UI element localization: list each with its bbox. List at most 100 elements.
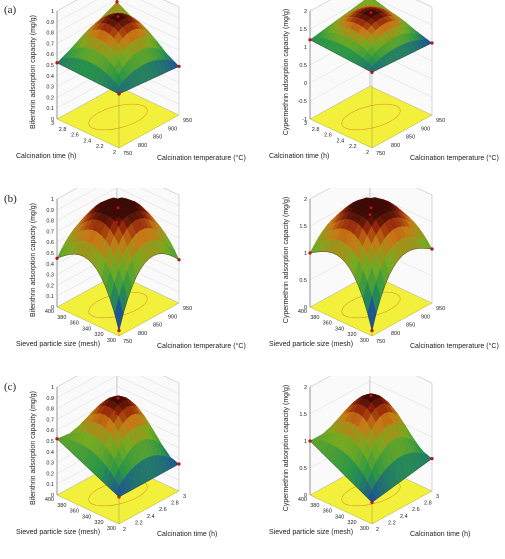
y-tick-label: 340 (82, 514, 91, 520)
z-tick-label: 2 (304, 385, 307, 391)
y-tick-label: 400 (298, 497, 307, 503)
x-tick-label: 2.4 (400, 514, 408, 520)
z-tick-label: 0.5 (299, 278, 307, 284)
x-tick-label: 800 (138, 143, 147, 149)
x-axis-label: Calcination temperature (°C) (157, 342, 246, 350)
z-tick-label: 0.7 (46, 417, 54, 423)
z-tick-label: 1 (51, 9, 54, 15)
y-tick-label: 380 (310, 315, 319, 321)
y-tick-label: 320 (347, 520, 356, 526)
design-point (177, 258, 181, 262)
z-tick-label: 0.5 (46, 251, 54, 257)
z-tick-label: 0.4 (46, 74, 54, 80)
z-tick-label: 1.5 (299, 412, 307, 418)
z-tick-label: 1.5 (299, 224, 307, 230)
z-tick-label: 0.4 (46, 262, 54, 268)
y-tick-label: 360 (70, 509, 79, 515)
z-tick-label: 0.8 (46, 219, 54, 225)
wall-gridline (56, 376, 180, 409)
surface-edge (371, 458, 433, 503)
response-surface (309, 197, 433, 331)
z-tick-label: 0.2 (46, 283, 54, 289)
wall-gridline (56, 376, 180, 398)
x-tick-label: 900 (168, 314, 177, 320)
x-tick-label: 750 (376, 151, 385, 157)
response-surface (56, 395, 180, 498)
z-tick-label: 0.9 (46, 20, 54, 26)
x-tick-label: 950 (436, 306, 445, 312)
z-tick-label: 1 (51, 385, 54, 391)
z-tick-label: 0 (304, 305, 307, 311)
x-tick-label: 850 (153, 323, 162, 329)
x-axis-label: Calcination temperature (°C) (157, 154, 246, 162)
y-tick-label: 400 (45, 497, 54, 503)
surface-edge (118, 463, 180, 498)
x-tick-label: 900 (421, 126, 430, 132)
panel-label-a: (a) (4, 4, 17, 16)
y-tick-label: 320 (347, 332, 356, 338)
chart-cypermethrin-temp-time: -1 -0.5 0 0.5 1 1.5 2 750 800 850 900 950 2 2.2 2.4 2.6… (269, 0, 499, 162)
x-tick-label: 3 (436, 494, 439, 500)
design-point (430, 247, 434, 251)
z-axis-label: Bifenthrin adsorption capacity (mg/g) (30, 203, 37, 317)
design-point (115, 0, 119, 4)
y-axis-label: Sieved particle size (mesh) (269, 529, 353, 536)
y-tick-label: 300 (107, 526, 116, 532)
design-point (115, 411, 119, 416)
surface-edge (56, 253, 120, 331)
z-tick-label: 0.2 (46, 95, 54, 101)
x-tick-label: 2 (123, 527, 126, 533)
x-tick-label: 750 (123, 339, 132, 345)
y-tick-label: 400 (45, 309, 54, 315)
response-surface (309, 393, 433, 503)
z-tick-label: 0.5 (299, 63, 307, 69)
z-tick-label: 1.5 (299, 27, 307, 33)
design-point (430, 41, 434, 45)
design-point (308, 439, 312, 443)
z-axis-label: Bifenthrin adsorption capacity (mg/g) (30, 15, 37, 129)
y-tick-label: 380 (57, 315, 66, 321)
x-tick-label: 3 (183, 494, 186, 500)
z-tick-label: 0.8 (46, 31, 54, 37)
surface-edge (118, 66, 180, 95)
z-tick-label: 0.6 (46, 240, 54, 246)
z-tick-label: 0 (51, 117, 54, 123)
z-tick-label: 0.5 (299, 466, 307, 472)
panel-label-b: (b) (4, 193, 17, 205)
wall-gridline (56, 188, 180, 210)
y-tick-label: 2.8 (59, 127, 67, 133)
z-tick-label: 0.6 (46, 428, 54, 434)
response-surface (309, 0, 433, 73)
y-tick-label: 2 (113, 150, 116, 156)
floor-contour (88, 103, 148, 131)
design-point (116, 14, 120, 19)
z-tick-label: 0 (304, 493, 307, 499)
design-point (368, 212, 372, 217)
y-tick-label: 360 (323, 509, 332, 515)
response-surface (56, 197, 180, 331)
x-tick-label: 2.2 (135, 520, 143, 526)
z-tick-label: 0.2 (46, 471, 54, 477)
surface-edge (56, 438, 120, 498)
x-tick-label: 800 (138, 331, 147, 337)
z-axis-label: Cypermethrin adsorption capacity (mg/g) (283, 197, 290, 323)
y-axis-label: Sieved particle size (mesh) (16, 529, 100, 536)
y-tick-label: 380 (57, 503, 66, 509)
y-tick-label: 300 (360, 338, 369, 344)
y-axis-label: Sieved particle size (mesh) (269, 341, 353, 348)
wall-gridline (56, 386, 180, 420)
z-tick-label: 0.5 (46, 63, 54, 69)
z-tick-label: 0 (51, 493, 54, 499)
x-axis-label: Calcination time (h) (157, 531, 217, 538)
z-tick-label: 0.8 (46, 407, 54, 413)
z-tick-label: 0.9 (46, 208, 54, 214)
x-tick-label: 2.4 (147, 514, 155, 520)
z-tick-label: 0 (51, 305, 54, 311)
y-tick-label: 300 (360, 526, 369, 532)
chart-bifenthrin-temp-time: 0 0.1 0.2 0.3 0.4 0.5 0.6 0.7 0.8 0.9 1 750 800 850 90… (16, 0, 246, 162)
z-tick-label: 0.3 (46, 85, 54, 91)
y-tick-label: 2.8 (312, 127, 320, 133)
x-tick-label: 800 (391, 143, 400, 149)
